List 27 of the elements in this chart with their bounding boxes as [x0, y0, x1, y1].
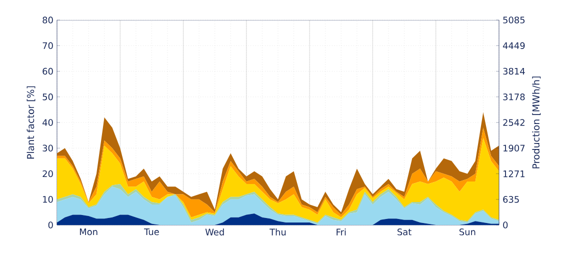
y-tick-label: 80 — [42, 16, 53, 24]
y-tick-label: 60 — [42, 68, 53, 75]
y2-tick-label: 1907 — [504, 144, 525, 152]
y2-tick-label: 3178 — [503, 93, 525, 100]
x-tick-label: Wed — [205, 228, 224, 236]
x-tick-label: Mon — [80, 228, 98, 236]
x-tick-label: Fri — [336, 228, 346, 236]
y-axis-title: Plant factor [%] — [26, 86, 36, 159]
y2-tick-label: 0 — [503, 222, 508, 228]
y2-tick-label: 4449 — [502, 42, 525, 50]
y2-tick-label: 5085 — [503, 16, 525, 24]
x-tick-label: Sun — [459, 228, 476, 236]
y-tick-label: 0 — [48, 222, 53, 228]
y-tick-label: 40 — [42, 119, 53, 126]
x-tick-label: Thu — [270, 228, 286, 236]
y-tick-label: 30 — [42, 144, 53, 152]
y2-axis-title: Production [MWh/h] — [532, 76, 541, 168]
y-tick-label: 70 — [42, 42, 53, 50]
y2-tick-label: 1271 — [504, 170, 525, 178]
y-tick-label: 50 — [42, 93, 53, 100]
x-tick-label: Sat — [398, 228, 412, 236]
y-tick-label: 20 — [42, 170, 53, 178]
y2-tick-label: 635 — [503, 196, 519, 203]
y-tick-label: 10 — [43, 196, 53, 203]
y2-tick-label: 3814 — [503, 68, 525, 75]
x-tick-label: Tue — [144, 228, 159, 236]
y2-tick-label: 2542 — [503, 119, 524, 126]
